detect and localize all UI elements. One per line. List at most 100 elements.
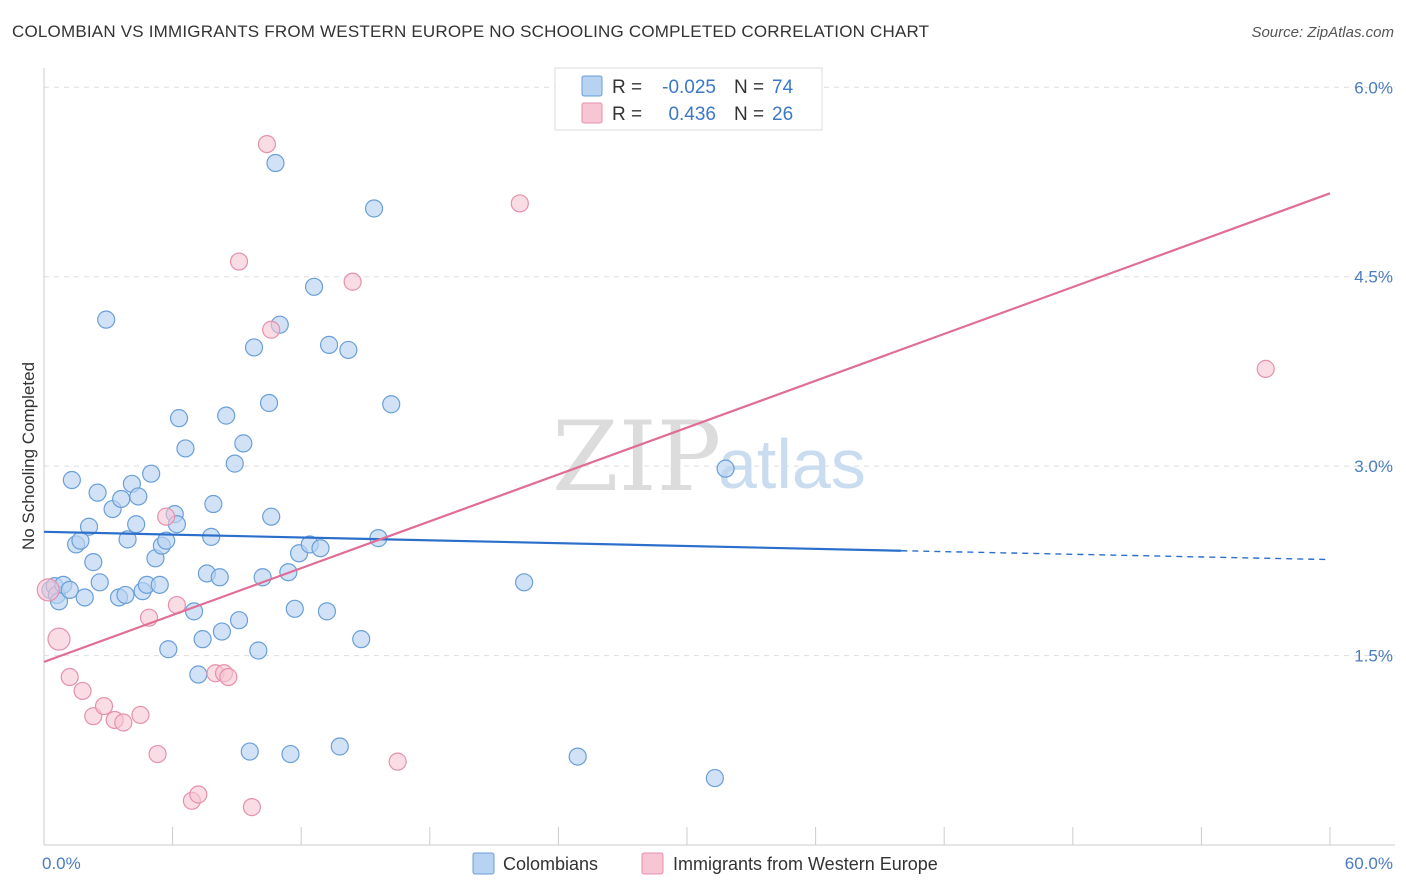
colombians-point [249,641,268,660]
western-europe-point [60,667,79,687]
colombians-point [88,483,107,502]
colombians-point [234,434,253,453]
colombians-point [339,340,358,360]
western-europe-points [36,134,1275,817]
colombians-point [244,338,264,357]
watermark-atlas-text: atlas [718,425,866,503]
gridlines [44,86,1395,657]
western-europe-point [36,578,60,602]
colombians-point [716,459,735,478]
colombians-point [229,611,249,630]
colombians-point [112,489,131,509]
x-tick-label-max: 60.0% [1345,854,1393,873]
colombians-point [60,580,79,599]
watermark: ZIP atlas [552,401,866,513]
colombians-point [202,527,221,546]
colombians-point [259,393,279,413]
western-europe-point [343,272,362,291]
legend-n-label: N = [734,77,764,98]
colombians-trend-line [43,530,902,552]
colombians-point [217,406,236,425]
colombians-point [159,640,178,659]
colombians-point [176,439,195,458]
western-europe-point [242,798,262,817]
colombians-point [79,517,99,536]
colombians-point [193,630,212,649]
legend-r-value-colombians: -0.025 [662,77,716,98]
western-europe-point [257,134,277,154]
bottom-legend-label-colombians: Colombians [503,854,598,874]
colombians-point [330,737,349,756]
colombians-point [705,768,724,788]
western-europe-point [148,744,167,764]
western-europe-point [262,320,281,339]
colombians-point [262,507,281,526]
colombians-point [352,630,371,649]
colombians-point [118,530,137,549]
colombians-point [169,409,189,428]
western-europe-point [1256,359,1275,378]
colombians-point [285,599,304,618]
colombians-point [364,199,384,218]
colombians-point [142,464,161,483]
colombians-point [62,470,81,490]
legend-swatch-western-europe [581,102,603,124]
axes [43,68,1395,846]
y-tick-label: 3.0% [1354,457,1393,476]
colombians-trend-extension [901,550,1331,561]
colombians-point [281,744,300,764]
western-europe-point [189,785,208,804]
colombians-point [515,573,534,592]
colombians-point [150,575,169,594]
colombians-point [319,335,339,354]
trend-lines [43,192,1331,663]
colombians-point [116,585,135,605]
legend-r-label: R = [612,104,642,125]
y-tick-labels: 1.5% 3.0% 4.5% 6.0% [1354,78,1393,665]
colombians-point [240,742,259,761]
y-tick-label: 4.5% [1354,268,1393,287]
colombians-point [204,494,223,514]
colombians-point [311,539,330,558]
x-tick-labels: 0.0% 60.0% [42,854,1393,873]
colombians-point [157,531,176,550]
colombians-point [97,310,116,329]
bottom-legend: Colombians Immigrants from Western Europ… [472,852,938,875]
western-europe-point [94,696,114,716]
legend-box: R = -0.025 N = 74 R = 0.436 N = 26 [554,67,823,131]
colombians-point [127,515,146,534]
western-europe-point [47,627,71,651]
legend-swatch-colombians [581,75,603,97]
colombians-point [90,573,109,592]
watermark-zip-text: ZIP [552,401,721,513]
colombians-point [75,588,94,607]
y-axis-label: No Schooling Completed [19,362,38,550]
western-europe-point [229,252,249,271]
bottom-legend-label-western-europe: Immigrants from Western Europe [673,854,938,874]
western-europe-point [114,713,133,732]
legend-n-label: N = [734,104,764,125]
legend-r-value-western-europe: 0.436 [668,104,716,125]
legend-r-label: R = [612,77,642,98]
western-europe-point [157,507,176,526]
colombians-point [304,277,324,296]
colombians-point [382,395,401,414]
colombians-point [212,622,231,641]
colombians-point [129,487,148,506]
source-credit: Source: ZipAtlas.com [1251,24,1394,41]
x-tick-label-min: 0.0% [42,854,81,873]
y-tick-label: 6.0% [1354,78,1393,97]
legend-n-value-western-europe: 26 [772,104,793,125]
colombians-point [189,665,208,684]
y-tick-label: 1.5% [1354,647,1393,666]
western-europe-point [388,752,407,771]
western-europe-point [131,705,150,725]
western-europe-point [219,667,238,687]
western-europe-point [510,194,529,213]
bottom-legend-swatch-western-europe [641,852,664,875]
bottom-legend-swatch-colombians [472,852,495,875]
western-europe-point [73,681,92,701]
western-europe-trend-line [43,192,1331,663]
colombians-point [225,454,244,473]
